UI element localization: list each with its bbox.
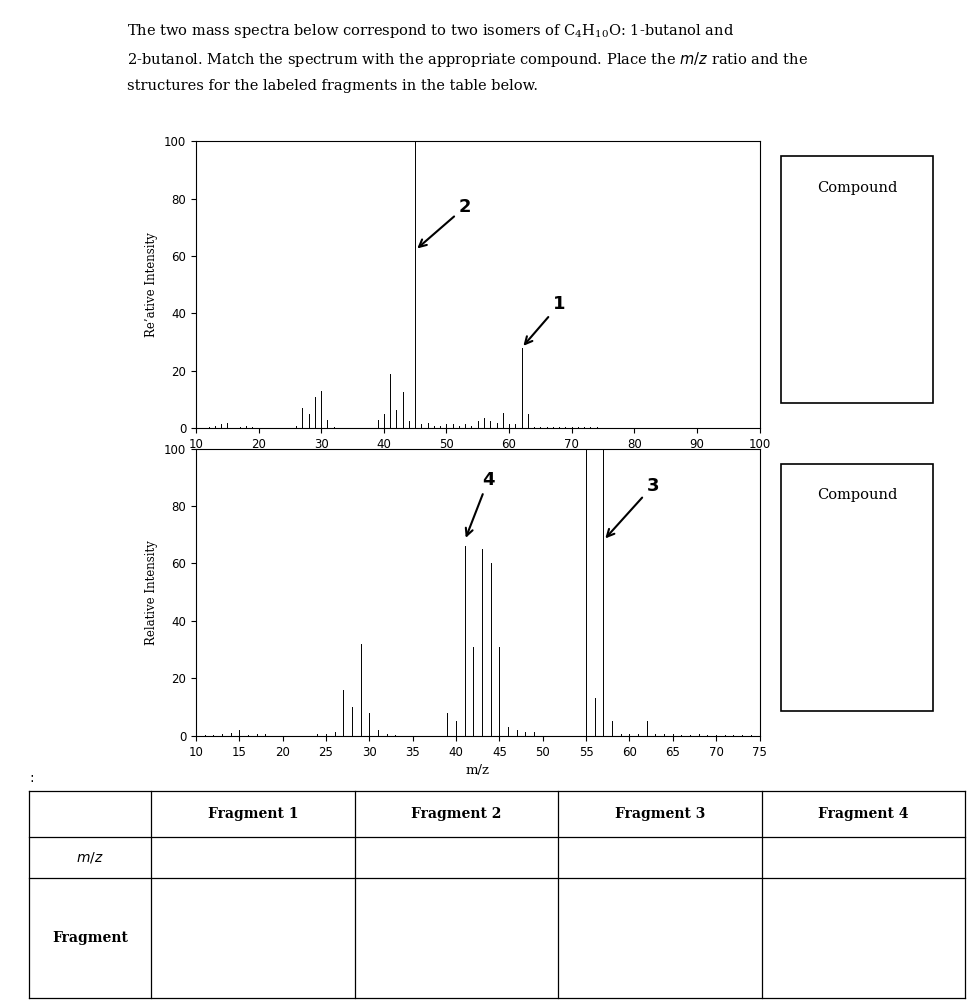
Text: 2: 2 (419, 198, 471, 247)
X-axis label: m/z: m/z (466, 764, 490, 777)
Text: $\mathit{m/z}$: $\mathit{m/z}$ (76, 850, 104, 865)
Text: Fragment 1: Fragment 1 (208, 807, 298, 821)
Y-axis label: Re’ative Intensity: Re’ative Intensity (145, 233, 159, 337)
Text: The two mass spectra below correspond to two isomers of $\mathregular{C_4H_{10}O: The two mass spectra below correspond to… (127, 22, 734, 40)
Text: 2-butanol. Match the spectrum with the appropriate compound. Place the $\mathit{: 2-butanol. Match the spectrum with the a… (127, 50, 808, 70)
Text: Fragment 2: Fragment 2 (412, 807, 502, 821)
Text: Fragment 3: Fragment 3 (614, 807, 706, 821)
X-axis label: m/z: m/z (466, 457, 490, 470)
Text: Compound: Compound (816, 181, 898, 195)
Y-axis label: Relative Intensity: Relative Intensity (145, 540, 159, 644)
Text: structures for the labeled fragments in the table below.: structures for the labeled fragments in … (127, 79, 538, 93)
Text: 1: 1 (525, 295, 565, 344)
Text: Fragment 4: Fragment 4 (818, 807, 908, 821)
Text: 3: 3 (607, 477, 660, 536)
Text: 4: 4 (466, 471, 495, 535)
Text: Fragment: Fragment (52, 931, 128, 944)
Text: Compound: Compound (816, 489, 898, 502)
Text: :: : (29, 771, 34, 785)
